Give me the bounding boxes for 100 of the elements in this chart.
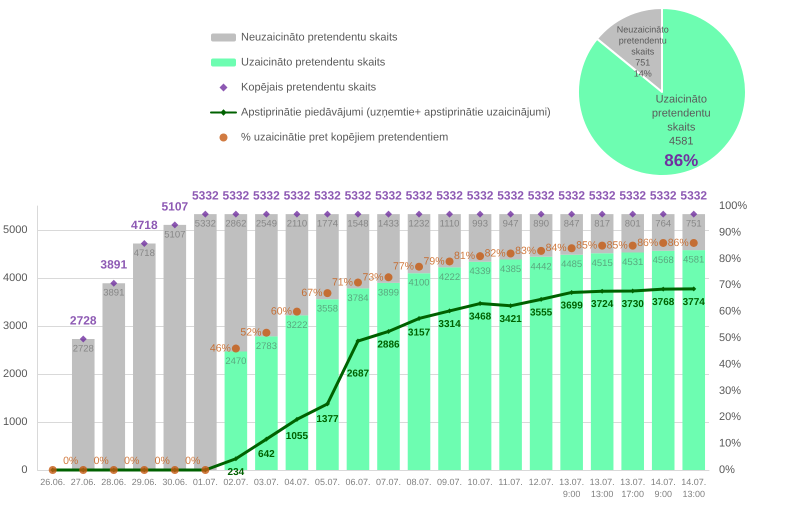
data-label: 3558: [316, 304, 338, 315]
point: [568, 244, 576, 252]
data-label: 84%: [546, 242, 567, 254]
point: [506, 250, 515, 258]
data-label: 2728: [72, 344, 94, 355]
bar: [682, 250, 706, 470]
data-label: 2110: [286, 218, 308, 230]
data-label: 1377: [316, 414, 340, 426]
point: [110, 280, 118, 287]
x-tick-label: 05.07.: [314, 477, 340, 487]
data-label: 1110: [440, 218, 460, 230]
point: [293, 210, 300, 218]
x-tick-label: 14.07. 9:00: [650, 477, 676, 499]
bar: [621, 252, 644, 470]
bar: [316, 299, 339, 470]
y-tick-label: 1000: [2, 416, 28, 428]
x-tick-label: 07.07.: [376, 477, 402, 487]
data-label: 5332: [344, 188, 372, 203]
point: [568, 210, 576, 218]
point: [476, 210, 484, 218]
y2-tick-label: 60%: [719, 306, 742, 318]
data-label: 0%: [124, 455, 140, 467]
data-label: 85%: [606, 240, 628, 252]
data-label: 3774: [682, 296, 706, 308]
point: [446, 257, 454, 266]
data-label: 751: [686, 218, 702, 230]
data-label: 46%: [210, 342, 231, 355]
bar: [590, 253, 614, 470]
legend-label: Apstiprinātie piedāvājumi (uzņemtie+ apstiprinātie uzaicinājumi): [241, 106, 551, 118]
x-tick-label: 28.06.: [101, 477, 126, 487]
data-label: 3468: [468, 312, 492, 323]
data-label: 5332: [650, 188, 677, 203]
data-label: 4581: [683, 254, 704, 266]
x-tick-label: 10.07.: [468, 477, 493, 487]
point: [660, 210, 667, 218]
data-label: 2549: [256, 218, 277, 230]
data-label: 2687: [346, 368, 370, 380]
x-tick-label: 13.07. 17:00: [620, 477, 646, 499]
data-label: 5332: [497, 188, 524, 203]
x-tick-label: 04.07.: [284, 477, 310, 487]
point: [384, 273, 392, 282]
data-label: 4385: [500, 264, 522, 276]
point: [232, 344, 240, 353]
data-label: 947: [502, 218, 519, 230]
data-label: 82%: [484, 248, 506, 260]
data-label: 642: [258, 449, 276, 460]
bar: [468, 262, 492, 470]
data-label: 0%: [63, 455, 78, 467]
data-label: 73%: [362, 271, 384, 284]
data-label: 5332: [194, 218, 216, 230]
y-tick-label: 4000: [2, 272, 28, 284]
slice-label: Uzaicināto pretendentu skaits: [652, 94, 711, 134]
data-label: 3699: [560, 300, 584, 312]
data-label: 3421: [499, 314, 522, 325]
point: [384, 210, 392, 218]
data-label: 801: [624, 218, 641, 230]
data-label: 5107: [164, 229, 186, 240]
y-tick-label: 0: [21, 464, 28, 476]
x-tick-label: 01.07.: [192, 477, 218, 487]
data-label: 5332: [558, 188, 586, 203]
data-label: 0%: [185, 455, 200, 467]
data-label: 4581 86%: [664, 136, 698, 170]
data-label: 4100: [408, 278, 430, 289]
x-tick-label: 03.07.: [254, 477, 279, 487]
legend-label: Uzaicināto pretendentu skaits: [241, 56, 386, 68]
data-label: 52%: [240, 326, 262, 339]
data-label: 2783: [256, 340, 277, 352]
bar: [530, 256, 552, 470]
point: [264, 436, 269, 442]
data-label: 993: [472, 218, 488, 230]
bar: [286, 315, 308, 470]
data-label: 86%: [637, 236, 658, 249]
y2-tick-label: 20%: [719, 411, 742, 424]
data-label: 3784: [347, 292, 369, 304]
data-label: 1774: [316, 218, 338, 230]
data-label: 0%: [94, 455, 109, 467]
point: [690, 210, 698, 218]
point: [628, 242, 637, 250]
data-label: 4442: [530, 261, 552, 272]
x-tick-label: 06.07.: [345, 477, 370, 487]
x-tick-label: 09.07.: [437, 477, 462, 487]
legend-label: Neuzaicināto pretendentu skaits: [241, 32, 398, 44]
data-label: 1055: [286, 431, 308, 442]
point: [324, 401, 330, 406]
legend-label: % uzaicinātie pret kopējiem pretendentiem: [241, 132, 448, 144]
y-tick-label: 2000: [2, 368, 28, 380]
bar: [224, 351, 248, 470]
point: [171, 221, 178, 228]
point: [629, 210, 636, 218]
data-label: 5332: [588, 188, 616, 203]
point: [415, 262, 424, 271]
y2-tick-label: 40%: [719, 358, 742, 370]
x-tick-label: 27.06.: [70, 477, 96, 487]
x-tick-label: 12.07.: [528, 477, 554, 487]
point: [416, 210, 423, 218]
data-label: 3314: [438, 318, 462, 330]
data-label: 5332: [253, 188, 280, 203]
y2-tick-label: 10%: [719, 438, 742, 450]
point: [354, 278, 362, 287]
y2-tick-label: 70%: [719, 279, 742, 292]
